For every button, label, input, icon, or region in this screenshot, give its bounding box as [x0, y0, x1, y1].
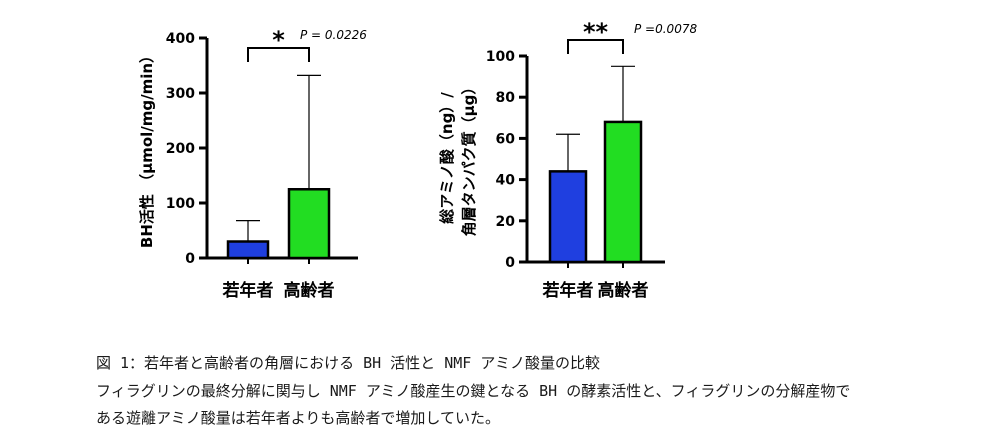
y-tick-label: 0 [505, 255, 515, 271]
y-tick-label: 80 [496, 90, 516, 106]
category-label: 高齢者 [284, 280, 335, 301]
y-tick-label: 0 [185, 251, 195, 267]
bar [548, 170, 588, 264]
significance-stars: * [272, 26, 285, 54]
y-tick-label: 400 [166, 31, 195, 47]
figure-caption-title: 図 1：若年者と高齢者の角層における BH 活性と NMF アミノ酸量の比較 [96, 354, 601, 372]
y-tick-label: 200 [166, 141, 195, 157]
y-axis-label: BH活性 （μmol/mg/min） [138, 48, 156, 248]
significance-bracket [567, 39, 624, 54]
figure-caption-line: フィラグリンの最終分解に関与し NMF アミノ酸産生の鍵となる BH の酵素活性… [96, 382, 851, 400]
y-tick-label: 100 [486, 49, 515, 65]
category-label: 若年者 [542, 280, 594, 301]
category-label: 若年者 [222, 280, 274, 301]
y-tick-label: 300 [166, 86, 195, 102]
p-value-label: P =0.0078 [634, 22, 697, 36]
bar [287, 188, 331, 260]
bar [226, 240, 270, 260]
bar [603, 120, 643, 264]
y-axis-label-line2: 角層タンパク質（μg） [460, 80, 478, 237]
significance-stars: ** [583, 18, 609, 46]
y-axis-label-line1: 総アミノ酸（ng）/ [438, 92, 456, 224]
y-tick-label: 60 [496, 131, 516, 147]
p-value-label: P = 0.0226 [300, 28, 367, 42]
y-tick-label: 40 [496, 173, 516, 189]
y-tick-label: 100 [166, 196, 195, 212]
category-label: 高齢者 [598, 280, 649, 301]
y-tick-label: 20 [496, 214, 516, 230]
significance-bracket [247, 47, 310, 62]
figure-caption-line: ある遊離アミノ酸量は若年者よりも高齢者で増加していた。 [96, 409, 500, 427]
